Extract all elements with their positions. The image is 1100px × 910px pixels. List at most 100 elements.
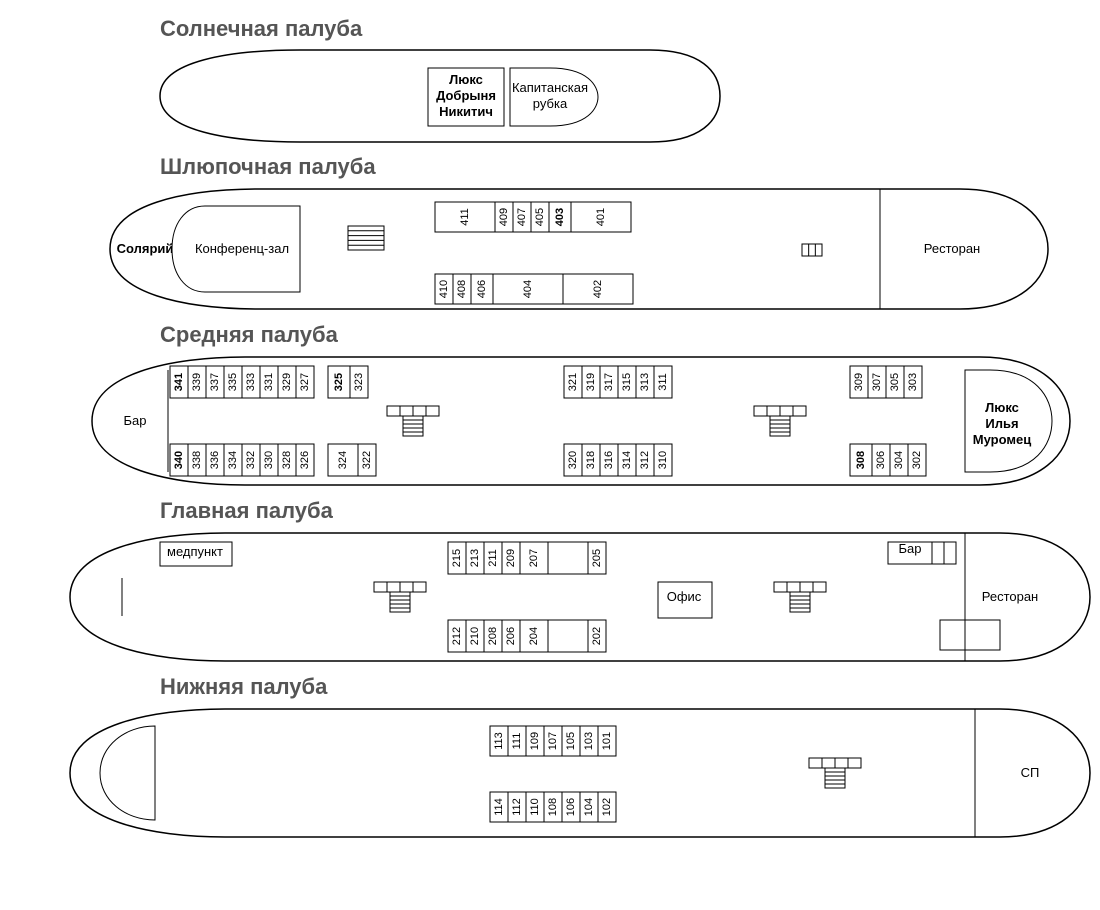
cabin-number: 202	[591, 627, 603, 645]
cabin-number: 310	[657, 451, 669, 469]
cabin-number: 208	[487, 627, 499, 645]
area-label: Офис	[667, 589, 702, 604]
cabin-310: 310	[654, 444, 672, 476]
cabin-309: 309	[850, 366, 868, 398]
hatch-icon	[802, 244, 822, 256]
cabin-number: 108	[547, 798, 559, 816]
room-label: Капитанская	[512, 80, 588, 95]
cabin-number: 336	[209, 451, 221, 469]
cabin-number: 303	[907, 373, 919, 391]
stairs-icon	[754, 406, 806, 436]
cabin-332: 332	[242, 444, 260, 476]
cabin-202: 202	[588, 620, 606, 652]
cabin-401: 401	[571, 202, 631, 232]
cabin-number: 107	[547, 732, 559, 750]
deck-title-main: Главная палуба	[160, 498, 1080, 524]
deck-plan-boat: 411409407405403401410408406404402Солярий…	[90, 184, 1060, 314]
area-label: Бар	[124, 413, 147, 428]
cabin-329: 329	[278, 366, 296, 398]
cabin-number: 324	[337, 451, 349, 469]
cabin-209: 209	[502, 542, 520, 574]
stairs-icon	[387, 406, 439, 436]
cabin-number: 110	[529, 798, 541, 816]
cabin-102: 102	[598, 792, 616, 822]
deck-plan-middle: 3413393373353333313293273253233213193173…	[80, 352, 1080, 490]
cabin-336: 336	[206, 444, 224, 476]
cabin-number: 319	[585, 373, 597, 391]
cabin-number: 114	[493, 798, 505, 816]
cabin-number: 309	[853, 373, 865, 391]
area-label: Люкс	[985, 400, 1019, 415]
cabin-321: 321	[564, 366, 582, 398]
cabin-number: 104	[583, 798, 595, 816]
cabin-number: 322	[361, 451, 373, 469]
area-label: Муромец	[973, 432, 1031, 447]
cabin-324: 324	[328, 444, 358, 476]
deck-middle: 3413393373353333313293273253233213193173…	[80, 352, 1080, 490]
room-label: Добрыня	[436, 88, 496, 103]
cabin-number: 323	[353, 373, 365, 391]
area-label: медпункт	[167, 544, 223, 559]
stairs-icon	[374, 582, 426, 612]
room: ЛюксДобрыняНикитич	[428, 68, 504, 126]
cabin-number: 329	[281, 373, 293, 391]
cabin-406: 406	[471, 274, 493, 304]
cabin-403: 403	[549, 202, 571, 232]
cabin-330: 330	[260, 444, 278, 476]
deck-main: 215213211209207205212210208206204202медп…	[60, 528, 1080, 666]
cabin-320: 320	[564, 444, 582, 476]
cabin-101: 101	[598, 726, 616, 756]
stairs-icon	[809, 758, 861, 788]
cabin-number: 211	[487, 549, 499, 567]
cabin-317: 317	[600, 366, 618, 398]
cabin-number: 205	[591, 549, 603, 567]
cabin-number: 101	[601, 732, 613, 750]
cabin-number: 109	[529, 732, 541, 750]
deck-plan-main: 215213211209207205212210208206204202медп…	[60, 528, 1100, 666]
cabin-number: 407	[516, 208, 528, 226]
cabin-number: 113	[493, 732, 505, 750]
cabin-number: 317	[603, 373, 615, 391]
room-label: Никитич	[439, 104, 493, 119]
cabin-number: 103	[583, 732, 595, 750]
area-label: Конференц-зал	[195, 241, 289, 256]
cabin-number: 333	[245, 373, 257, 391]
cabin-304: 304	[890, 444, 908, 476]
cabin-305: 305	[886, 366, 904, 398]
cabin-318: 318	[582, 444, 600, 476]
cabin-325: 325	[328, 366, 350, 398]
room-label: рубка	[533, 96, 568, 111]
cabin-323: 323	[350, 366, 368, 398]
cabin-number: 307	[871, 373, 883, 391]
cabin-408: 408	[453, 274, 471, 304]
deck-title-sun: Солнечная палуба	[160, 16, 1080, 42]
cabin-number: 402	[592, 280, 604, 298]
cabin-number: 312	[639, 451, 651, 469]
cabin-number: 318	[585, 451, 597, 469]
cabin-337: 337	[206, 366, 224, 398]
cabin-404: 404	[493, 274, 563, 304]
area-label: СП	[1021, 765, 1040, 780]
cabin-number: 408	[456, 280, 468, 298]
cabin-326: 326	[296, 444, 314, 476]
cabin-number: 311	[657, 373, 669, 391]
cabin-311: 311	[654, 366, 672, 398]
bar-block	[944, 542, 956, 564]
cabin-334: 334	[224, 444, 242, 476]
cabin-109: 109	[526, 726, 544, 756]
cabin-bot-5	[548, 620, 588, 652]
cabin-312: 312	[636, 444, 654, 476]
cabin-number: 210	[469, 627, 481, 645]
cabin-308: 308	[850, 444, 872, 476]
cabin-113: 113	[490, 726, 508, 756]
cabin-410: 410	[435, 274, 453, 304]
cabin-number: 305	[889, 373, 901, 391]
cabin-402: 402	[563, 274, 633, 304]
cabin-number: 314	[621, 451, 633, 469]
cabin-339: 339	[188, 366, 206, 398]
cabin-327: 327	[296, 366, 314, 398]
cabin-number: 105	[565, 732, 577, 750]
cabin-411: 411	[435, 202, 495, 232]
deck-sun: ЛюксДобрыняНикитич Капитанскаярубка	[110, 46, 1080, 146]
cabin-341: 341	[170, 366, 188, 398]
